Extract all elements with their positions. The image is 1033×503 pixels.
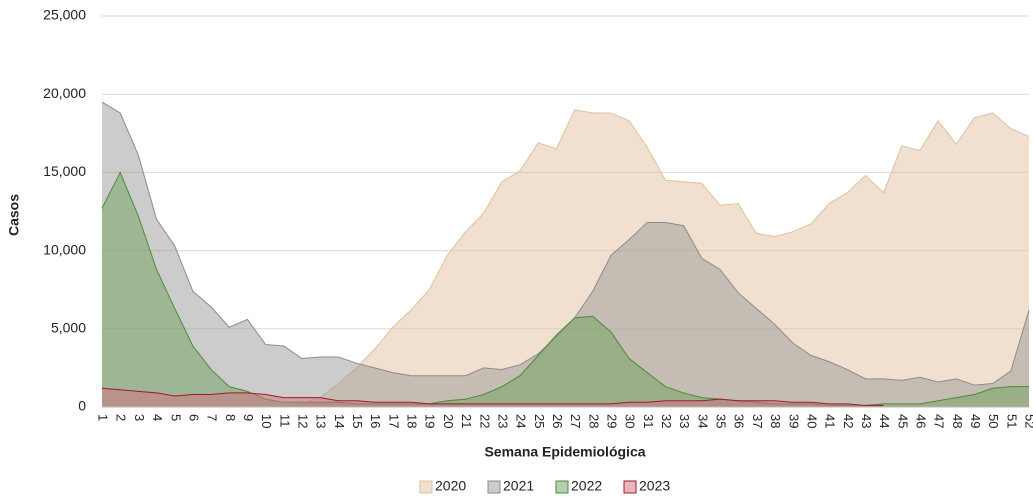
x-tick-label: 52 [1023,414,1033,428]
area [102,172,1029,407]
x-axis-title: Semana Epidemiológica [484,444,645,460]
legend-item: 2022 [555,478,602,494]
x-tick-label: 33 [677,414,692,428]
x-tick-label: 19 [423,414,438,428]
x-tick-label: 40 [804,414,819,428]
x-tick-label: 35 [714,414,729,428]
x-tick-label: 48 [950,414,965,428]
x-tick-label: 43 [859,414,874,428]
y-tick-label: 10,000 [43,241,86,257]
y-tick-label: 25,000 [43,7,86,23]
x-tick-label: 17 [386,414,401,428]
x-tick-label: 5 [168,414,183,421]
legend-swatch [555,480,569,494]
x-tick-label: 42 [841,414,856,428]
y-tick-label: 20,000 [43,85,86,101]
x-tick-label: 27 [568,414,583,428]
x-tick-label: 16 [368,414,383,428]
x-tick-label: 10 [259,414,274,428]
x-tick-label: 30 [623,414,638,428]
x-tick-label: 13 [314,414,329,428]
x-tick-label: 29 [605,414,620,428]
x-tick-label: 44 [877,414,892,428]
x-tick-label: 20 [441,414,456,428]
x-tick-label: 9 [241,414,256,421]
x-tick-label: 7 [205,414,220,421]
x-tick-label: 41 [823,414,838,428]
legend-swatch [623,480,637,494]
x-tick-label: 14 [332,414,347,428]
x-tick-label: 25 [532,414,547,428]
legend-item: 2023 [623,478,670,494]
x-tick-label: 51 [1004,414,1019,428]
legend-swatch [487,480,501,494]
x-tick-label: 11 [277,414,292,428]
x-tick-label: 28 [586,414,601,428]
y-tick-label: 5,000 [51,320,86,336]
legend-item: 2020 [419,478,466,494]
x-tick-label: 23 [495,414,510,428]
y-tick-label: 0 [78,398,86,414]
x-tick-label: 4 [150,414,165,421]
legend-label: 2023 [639,478,670,494]
x-tick-label: 49 [968,414,983,428]
legend-item: 2021 [487,478,534,494]
x-tick-label: 21 [459,414,474,428]
x-tick-label: 37 [750,414,765,428]
x-tick-label: 47 [932,414,947,428]
legend-swatch [419,480,433,494]
x-tick-label: 32 [659,414,674,428]
x-tick-label: 6 [186,414,201,421]
x-tick-label: 38 [768,414,783,428]
x-tick-label: 46 [914,414,929,428]
legend-label: 2022 [571,478,602,494]
x-tick-label: 3 [132,414,147,421]
x-tick-label: 45 [895,414,910,428]
line [101,387,884,406]
x-tick-label: 1 [96,414,111,421]
y-tick-label: 15,000 [43,163,86,179]
x-tick-label: 26 [550,414,565,428]
legend-label: 2020 [435,478,466,494]
x-tick-label: 50 [986,414,1001,428]
x-tick-label: 12 [296,414,311,428]
x-tick-label: 36 [732,414,747,428]
x-tick-label: 2 [114,414,129,421]
x-tick-label: 18 [405,414,420,428]
area [102,388,884,407]
legend-label: 2021 [503,478,534,494]
x-tick-label: 31 [641,414,656,428]
x-tick-label: 22 [477,414,492,428]
x-tick-label: 8 [223,414,238,421]
x-tick-label: 34 [695,414,710,428]
x-tick-label: 39 [786,414,801,428]
area [102,109,1029,407]
x-tick-label: 15 [350,414,365,428]
y-axis-title: Casos [6,194,22,236]
x-tick-label: 24 [514,414,529,428]
